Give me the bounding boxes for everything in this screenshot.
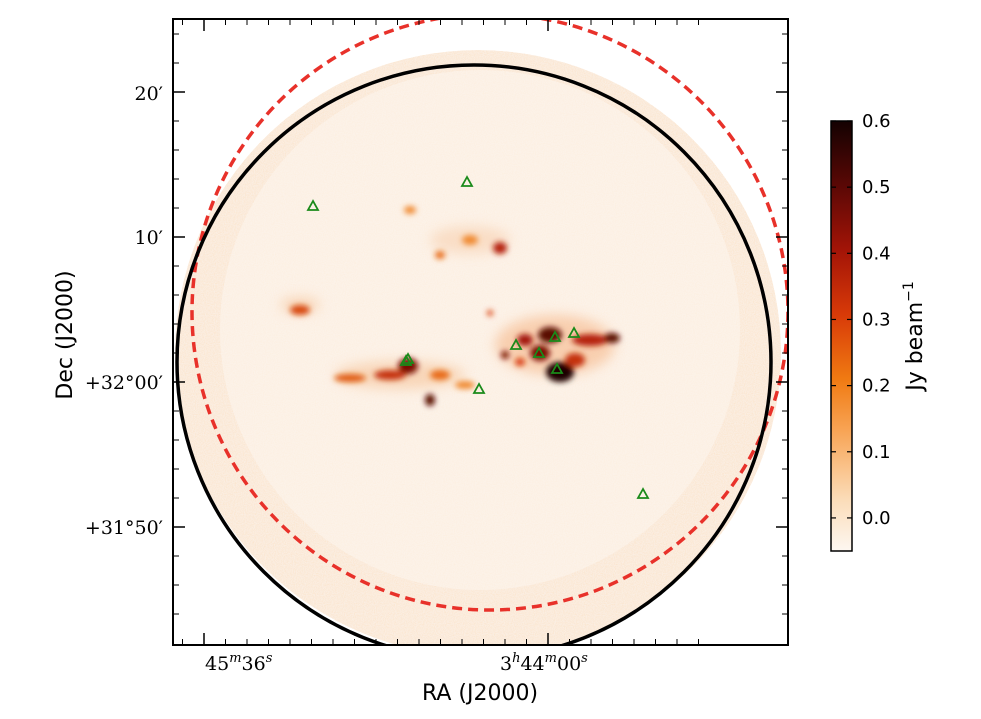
colorbar-tick-label: 0.6	[862, 111, 891, 132]
x-axis-label: RA (J2000)	[422, 681, 538, 706]
x-tick-label-45m36s: 45m36s	[205, 651, 273, 675]
source-markers	[306, 175, 650, 499]
colorbar-ticks: 0.6 0.5 0.4 0.3 0.2 0.1 0.0	[831, 111, 891, 529]
colorbar-tick-label: 0.3	[862, 309, 891, 330]
colorbar-tick-label: 0.4	[862, 243, 891, 264]
red-dashed-circle	[190, 19, 788, 612]
plot-frame	[172, 18, 789, 646]
x-tick-label-3h44m00s: 3h44m00s	[500, 651, 588, 675]
colorbar-tick-label: 0.1	[862, 442, 891, 463]
colorbar-label: Jy beam−1	[901, 281, 928, 393]
colorbar-tick-label: 0.0	[862, 508, 891, 529]
y-axis-label: Dec (J2000)	[53, 270, 78, 399]
source-marker-triangle	[306, 199, 320, 211]
source-marker-triangle	[532, 346, 546, 358]
y-tick-label-32-00: +32°00′	[85, 372, 163, 394]
source-marker-triangle	[509, 338, 523, 350]
image-map	[175, 19, 788, 645]
major-ticks	[173, 19, 788, 645]
colorbar: 0.6 0.5 0.4 0.3 0.2 0.1 0.0 Jy beam−1	[830, 111, 928, 552]
source-marker-triangle	[401, 352, 415, 364]
source-marker-triangle	[548, 330, 562, 342]
emission-features	[280, 206, 620, 406]
source-marker-triangle	[636, 487, 650, 499]
source-marker-triangle	[460, 175, 474, 187]
colorbar-tick-label: 0.5	[862, 177, 891, 198]
y-tick-label-20: 20′	[135, 83, 164, 105]
y-tick-label-10: 10′	[135, 227, 164, 249]
source-marker-triangle	[567, 326, 581, 338]
minor-ticks	[173, 19, 788, 645]
colorbar-tick-label: 0.2	[862, 376, 891, 397]
inner-field	[220, 70, 740, 590]
y-tick-label-31-50: +31°50′	[85, 517, 163, 539]
source-marker-triangle	[550, 362, 564, 374]
black-circle	[175, 63, 773, 645]
source-marker-triangle	[472, 382, 486, 394]
colorbar-gradient	[830, 120, 853, 552]
